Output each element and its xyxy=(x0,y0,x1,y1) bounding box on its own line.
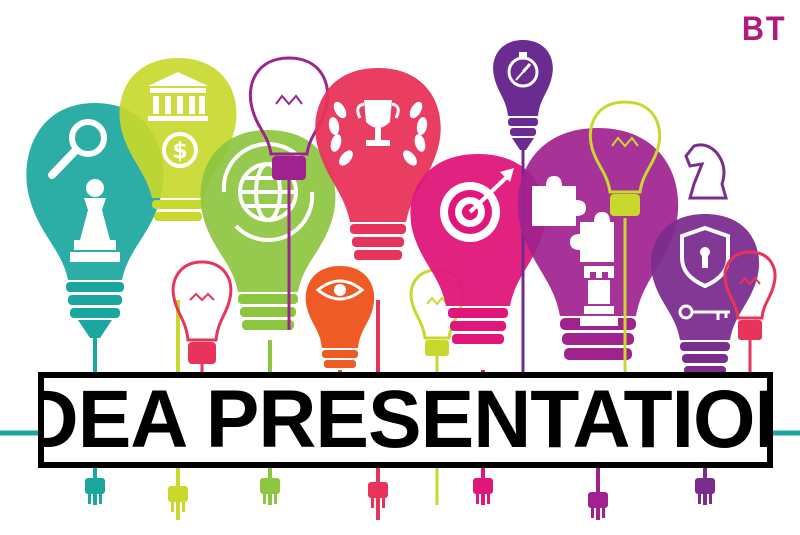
globe-icon xyxy=(221,142,315,242)
plug-violet xyxy=(588,492,608,518)
brand-logo: BT xyxy=(742,10,786,49)
trophy-icon xyxy=(356,100,400,146)
pawn-icon xyxy=(70,179,120,262)
brand-logo-text: BT xyxy=(741,10,786,48)
magnifier-icon xyxy=(48,119,107,179)
rook-icon xyxy=(580,266,618,326)
eye-icon xyxy=(315,279,365,301)
target-icon xyxy=(440,168,514,242)
laurel-icon xyxy=(328,101,428,166)
bulb-teal xyxy=(26,103,164,505)
bulb-outline-purple xyxy=(248,56,330,330)
bulb-violet xyxy=(517,128,679,520)
bulb-orange xyxy=(305,266,375,380)
compass-icon xyxy=(507,52,539,88)
bulb-outline-red-left xyxy=(171,260,233,372)
bulb-outline-lime-right xyxy=(588,100,662,372)
dollar-icon: $ xyxy=(162,132,198,168)
bulb-outline-red-right xyxy=(723,250,777,372)
puzzle-icon xyxy=(532,176,614,262)
bank-icon xyxy=(148,72,208,121)
plug-green xyxy=(260,478,280,504)
title-banner: IDEA PRESENTATION xyxy=(38,372,773,468)
bulb-red xyxy=(315,68,441,520)
bulb-magenta xyxy=(410,154,546,505)
svg-text:$: $ xyxy=(172,139,187,164)
key-icon xyxy=(678,304,730,320)
plug-lime xyxy=(168,486,188,512)
plug-red xyxy=(368,482,388,508)
plug-plum xyxy=(695,478,715,504)
knight-icon xyxy=(684,143,728,200)
bulb-purple xyxy=(493,40,553,400)
plug-magenta xyxy=(473,478,493,504)
bulb-lime: $ xyxy=(119,58,237,520)
plug-teal xyxy=(85,478,105,504)
page-title: IDEA PRESENTATION xyxy=(38,374,773,465)
